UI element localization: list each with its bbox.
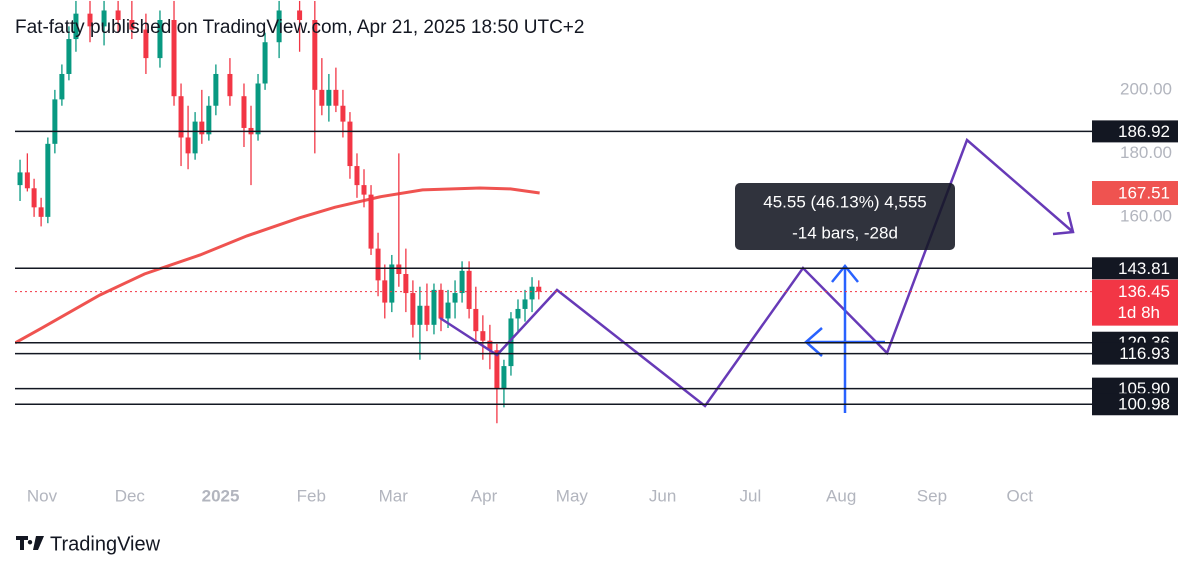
x-tick-label: Nov bbox=[27, 486, 58, 505]
level-label: 143.81 bbox=[1118, 259, 1170, 278]
candle-body bbox=[522, 299, 528, 309]
candle-body bbox=[255, 83, 261, 135]
candle-body bbox=[241, 96, 247, 128]
x-tick-label: Oct bbox=[1007, 486, 1034, 505]
candle-body bbox=[31, 188, 37, 208]
candle-body bbox=[178, 96, 184, 138]
candle-body bbox=[438, 289, 444, 319]
candle-body bbox=[396, 264, 402, 275]
candle-body bbox=[536, 286, 542, 292]
candle-body bbox=[101, 10, 107, 27]
candle-body bbox=[382, 280, 388, 303]
ma-label: 167.51 bbox=[1118, 184, 1170, 203]
candle-body bbox=[501, 366, 507, 389]
candle-body bbox=[157, 20, 163, 59]
measure-text: 45.55 (46.13%) 4,555 bbox=[763, 192, 927, 211]
candle-body bbox=[73, 13, 79, 40]
candle-body bbox=[494, 350, 500, 389]
candle-body bbox=[199, 121, 205, 135]
price-label-box bbox=[1092, 279, 1178, 326]
candle-body bbox=[431, 289, 437, 325]
candle-body bbox=[410, 293, 416, 325]
candle-body bbox=[45, 143, 51, 217]
header: Fat-fatty published on TradingView.com, … bbox=[15, 17, 584, 38]
candle-body bbox=[333, 89, 339, 106]
candle-body bbox=[129, 20, 135, 30]
candle-body bbox=[38, 207, 44, 217]
candle-body bbox=[375, 248, 381, 281]
candle-body bbox=[361, 185, 367, 195]
candle-body bbox=[529, 286, 535, 300]
candle-body bbox=[354, 166, 360, 186]
y-tick-label: 200.00 bbox=[1120, 79, 1172, 98]
countdown-label: 1d 8h bbox=[1117, 303, 1160, 322]
candle-body bbox=[515, 308, 521, 319]
projection-arrowhead bbox=[1052, 211, 1075, 236]
candle-body bbox=[87, 13, 93, 27]
candle-body bbox=[368, 194, 374, 249]
candle-body bbox=[326, 89, 332, 106]
candle-body bbox=[276, 10, 282, 43]
candle-body bbox=[347, 121, 353, 167]
level-label-box bbox=[1092, 342, 1178, 365]
x-tick-label: Mar bbox=[379, 486, 409, 505]
candle-body bbox=[452, 293, 458, 303]
moving-average bbox=[15, 186, 540, 345]
candle-body bbox=[319, 89, 325, 106]
x-tick-label: 2025 bbox=[202, 486, 240, 505]
x-tick-label: Sep bbox=[917, 486, 947, 505]
candle-body bbox=[213, 73, 219, 106]
y-tick-label: 180.00 bbox=[1120, 143, 1172, 162]
candle-body bbox=[227, 73, 233, 97]
measure-tooltip: 45.55 (46.13%) 4,555 -14 bars, -28d bbox=[735, 183, 955, 250]
logo: TradingView bbox=[16, 533, 161, 555]
candle-body bbox=[424, 305, 430, 325]
level-label: 100.98 bbox=[1118, 395, 1170, 414]
level-label: 186.92 bbox=[1118, 122, 1170, 141]
level-label-box bbox=[1092, 120, 1178, 143]
footer-brand: TradingView bbox=[50, 533, 161, 555]
candle-body bbox=[206, 105, 212, 135]
candle-body bbox=[115, 10, 121, 21]
candle-body bbox=[17, 172, 23, 186]
level-label: 116.93 bbox=[1119, 344, 1170, 363]
candle-body bbox=[59, 73, 65, 100]
x-tick-label: May bbox=[556, 486, 589, 505]
x-tick-label: Feb bbox=[297, 486, 326, 505]
x-tick-label: Jul bbox=[740, 486, 762, 505]
plot-area bbox=[15, 0, 542, 424]
candle-body bbox=[473, 308, 479, 332]
level-label-box bbox=[1092, 257, 1178, 280]
projection-drawing bbox=[439, 137, 1074, 408]
candle-body bbox=[185, 137, 191, 154]
candle-body bbox=[24, 172, 30, 189]
candle-body bbox=[466, 270, 472, 309]
measure-text: -14 bars, -28d bbox=[792, 223, 898, 242]
x-tick-label: Apr bbox=[471, 486, 498, 505]
x-tick-label: Dec bbox=[115, 486, 146, 505]
candle-body bbox=[445, 302, 451, 319]
ma-label-box bbox=[1092, 181, 1178, 206]
candle-body bbox=[403, 274, 409, 294]
y-tick-label: 160.00 bbox=[1120, 206, 1172, 225]
x-tick-label: Jun bbox=[649, 486, 676, 505]
candle-body bbox=[480, 331, 486, 341]
level-label-box bbox=[1092, 393, 1178, 416]
candle-body bbox=[340, 105, 346, 122]
candle-body bbox=[52, 99, 58, 144]
candle-body bbox=[192, 121, 198, 154]
candle-body bbox=[459, 270, 465, 294]
candle-body bbox=[143, 29, 149, 59]
candle-body bbox=[487, 340, 493, 351]
price-label: 136.45 bbox=[1118, 282, 1170, 301]
candle-body bbox=[417, 305, 423, 325]
candle-body bbox=[262, 42, 268, 84]
x-tick-label: Aug bbox=[826, 486, 856, 505]
candle-body bbox=[312, 20, 318, 90]
candle-body bbox=[297, 10, 303, 21]
candle-body bbox=[389, 264, 395, 303]
candle-body bbox=[66, 39, 72, 74]
candle-body bbox=[171, 20, 177, 97]
